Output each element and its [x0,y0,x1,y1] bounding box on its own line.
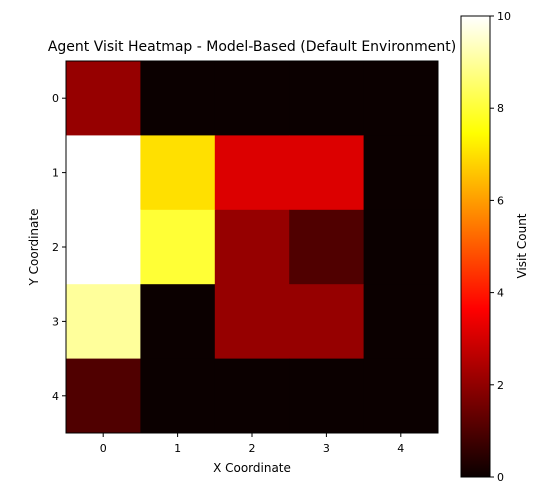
heatmap-cell [289,358,365,434]
heatmap-cell [214,61,290,136]
heatmap-cell [363,284,439,360]
colorbar-tick-label: 8 [497,102,504,115]
colorbar-tick-label: 2 [497,379,504,392]
heatmap-cell [140,61,216,136]
colorbar-tick-label: 4 [497,287,504,300]
x-axis-ticks: 0 1 2 3 4 [100,433,404,455]
colorbar [460,15,491,478]
colorbar-label: Visit Count [515,213,529,278]
y-axis-ticks: 0 1 2 3 4 [52,92,66,403]
colorbar-ticks: 0 2 4 6 8 10 [490,10,511,484]
heatmap-cell [289,61,365,136]
colorbar-tick-label: 10 [497,10,511,23]
x-axis-label: X Coordinate [213,461,291,475]
heatmap-cell [214,209,290,285]
heatmap-cell [66,135,141,211]
heatmap-cell [66,209,141,285]
heatmap-cell [289,135,365,211]
heatmap-cell [289,284,365,360]
heatmap-cell [140,284,216,360]
heatmap-cell [363,61,439,136]
x-tick-label: 2 [249,442,256,455]
chart-title: Agent Visit Heatmap - Model-Based (Defau… [48,39,456,55]
heatmap-cell [289,209,365,285]
y-tick-label: 2 [52,241,59,254]
heatmap-cell [214,135,290,211]
colorbar-tick-label: 0 [497,471,504,484]
y-tick-label: 4 [52,390,59,403]
x-tick-label: 1 [174,442,181,455]
heatmap-cell [363,135,439,211]
y-tick-label: 3 [52,315,59,328]
y-axis-label: Y Coordinate [27,209,41,287]
x-tick-label: 3 [323,442,330,455]
heatmap-cell [140,209,216,285]
heatmap-cells [66,61,439,434]
heatmap-cell [214,358,290,434]
heatmap-cell [66,61,141,136]
heatmap-cell [214,284,290,360]
x-tick-label: 4 [397,442,404,455]
heatmap-cell [363,358,439,434]
heatmap-cell [363,209,439,285]
heatmap-cell [66,284,141,360]
y-tick-label: 0 [52,92,59,105]
y-tick-label: 1 [52,167,59,180]
heatmap-cell [140,135,216,211]
heatmap-cell [140,358,216,434]
colorbar-tick-label: 6 [497,194,504,207]
heatmap-cell [66,358,141,434]
x-tick-label: 0 [100,442,107,455]
